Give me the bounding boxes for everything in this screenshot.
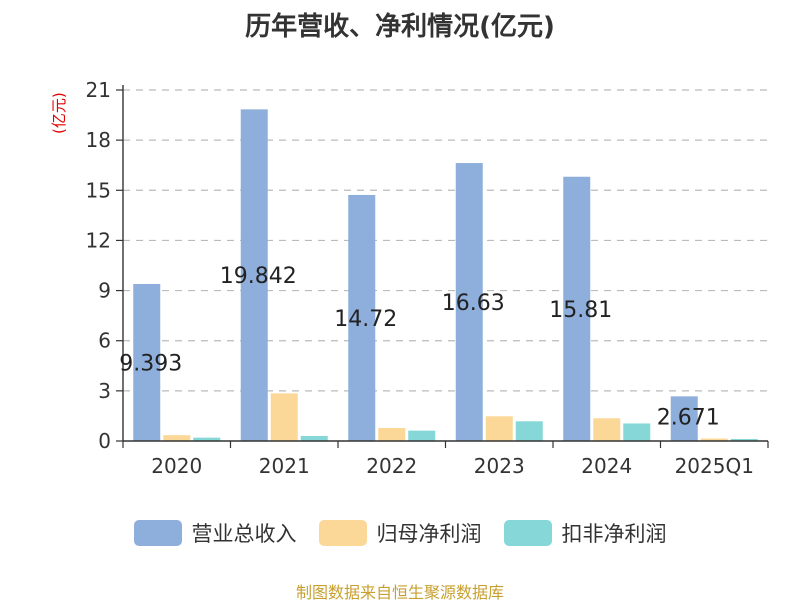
data-source-note: 制图数据来自恒生聚源数据库 — [295, 583, 504, 602]
bar-net-profit — [270, 393, 298, 441]
bar-revenue — [455, 163, 483, 441]
y-tick-label: 3 — [98, 379, 111, 403]
bar-deducted-net-profit — [408, 430, 436, 441]
bar-net-profit — [485, 416, 513, 441]
bar-deducted-net-profit — [730, 438, 758, 441]
x-tick-label: 2024 — [581, 454, 632, 478]
bar-deducted-net-profit — [515, 421, 543, 441]
legend-swatch-deducted-net-profit — [503, 520, 552, 546]
y-tick-label: 15 — [86, 178, 111, 202]
x-tick-label: 2021 — [259, 454, 310, 478]
bar-net-profit — [378, 427, 406, 441]
y-tick-label: 0 — [98, 429, 111, 453]
y-tick-label: 21 — [86, 78, 111, 102]
y-tick-label: 9 — [98, 279, 111, 303]
y-tick-label: 18 — [86, 128, 111, 152]
legend-item-revenue[interactable]: 营业总收入 — [133, 518, 297, 548]
bar-revenue — [670, 396, 698, 441]
data-label-revenue: 19.842 — [220, 264, 297, 289]
x-tick-label: 2023 — [474, 454, 525, 478]
legend-label-deducted-net-profit: 扣非净利润 — [561, 522, 667, 546]
legend-item-net-profit[interactable]: 归母净利润 — [318, 518, 482, 548]
bar-revenue — [563, 176, 591, 442]
x-tick-label: 2022 — [366, 454, 417, 478]
y-tick-label: 12 — [86, 228, 111, 252]
data-label-revenue: 14.72 — [334, 307, 397, 332]
legend-label-net-profit: 归母净利润 — [376, 522, 482, 546]
data-label-revenue: 15.81 — [549, 298, 612, 323]
bar-revenue — [348, 194, 376, 441]
bar-net-profit — [593, 418, 621, 441]
bar-deducted-net-profit — [193, 437, 221, 441]
data-label-revenue: 16.63 — [442, 291, 505, 316]
y-tick-label: 6 — [98, 329, 111, 353]
legend-swatch-revenue — [133, 520, 182, 546]
x-tick-label: 2020 — [151, 454, 202, 478]
bar-revenue — [133, 284, 161, 441]
bar-net-profit — [163, 435, 191, 441]
chart-title: 历年营收、净利情况(亿元) — [245, 12, 555, 42]
bar-net-profit — [700, 438, 728, 441]
legend-label-revenue: 营业总收入 — [191, 522, 297, 546]
x-tick-label: 2025Q1 — [675, 454, 754, 478]
data-label-revenue: 2.671 — [657, 405, 720, 430]
bar-deducted-net-profit — [623, 423, 651, 441]
bar-deducted-net-profit — [300, 435, 328, 441]
legend-swatch-net-profit — [318, 520, 367, 546]
chart-legend: 营业总收入 归母净利润 扣非净利润 — [0, 518, 800, 548]
bar-revenue — [240, 109, 268, 442]
data-label-revenue: 9.393 — [119, 352, 182, 377]
legend-item-deducted-net-profit[interactable]: 扣非净利润 — [503, 518, 667, 548]
